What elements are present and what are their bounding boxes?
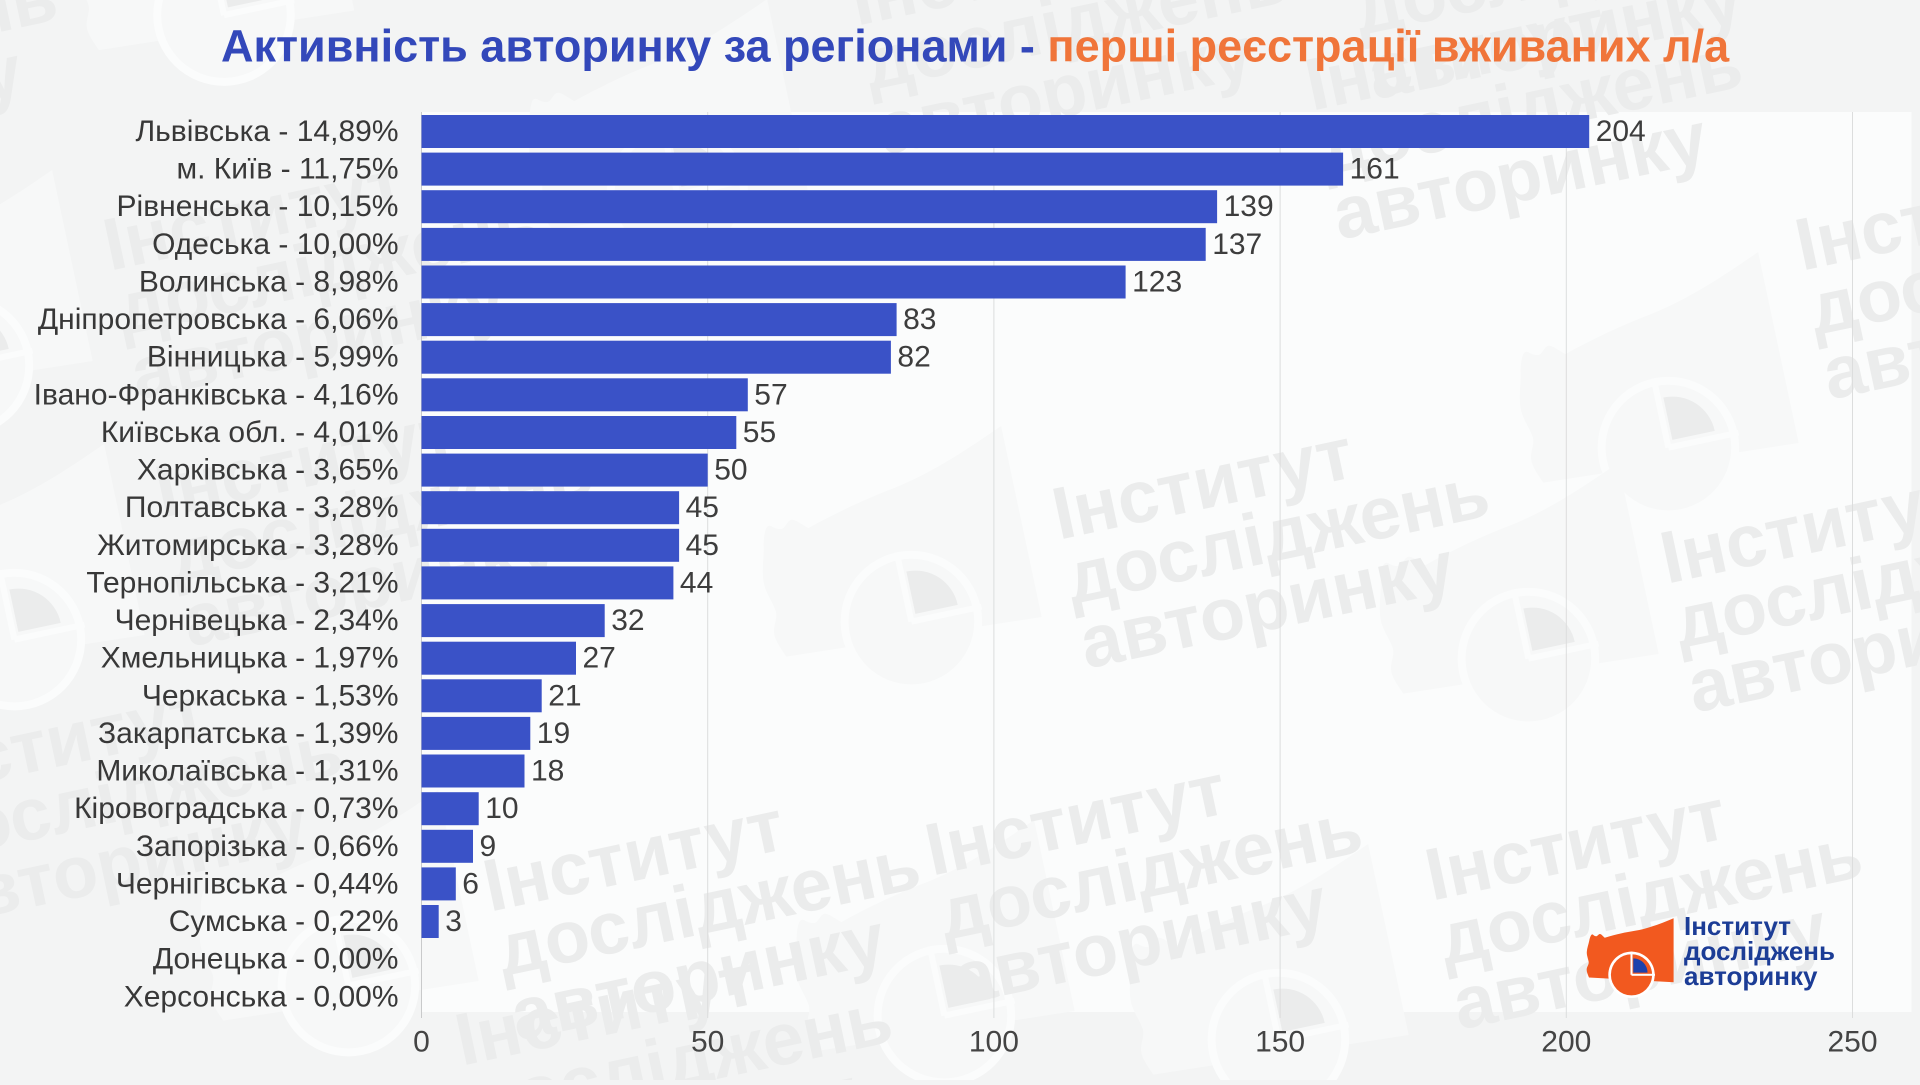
svg-text:Хмельницька - 1,97%: Хмельницька - 1,97% (101, 642, 399, 675)
svg-text:50: 50 (714, 454, 747, 487)
svg-text:Чернігівська - 0,44%: Чернігівська - 0,44% (116, 867, 399, 900)
svg-text:Київська обл. - 4,01%: Київська обл. - 4,01% (101, 416, 399, 449)
svg-text:Миколаївська - 1,31%: Миколаївська - 1,31% (96, 755, 398, 788)
svg-text:Закарпатська - 1,39%: Закарпатська - 1,39% (98, 717, 398, 750)
svg-text:44: 44 (680, 566, 713, 599)
svg-text:27: 27 (583, 642, 616, 675)
svg-text:150: 150 (1255, 1026, 1305, 1059)
svg-text:Львівська - 14,89%: Львівська - 14,89% (135, 115, 398, 148)
svg-text:Вінницька - 5,99%: Вінницька - 5,99% (147, 341, 399, 374)
svg-text:200: 200 (1541, 1026, 1591, 1059)
svg-text:Волинська - 8,98%: Волинська - 8,98% (139, 266, 399, 299)
svg-text:Херсонська - 0,00%: Херсонська - 0,00% (124, 980, 399, 1013)
svg-text:авторинку: авторинку (1684, 961, 1818, 991)
svg-text:19: 19 (537, 717, 570, 750)
svg-text:м. Київ - 11,75%: м. Київ - 11,75% (177, 153, 399, 186)
svg-text:досліджень: досліджень (1684, 936, 1835, 966)
svg-text:0: 0 (413, 1026, 430, 1059)
svg-text:50: 50 (691, 1026, 724, 1059)
svg-text:204: 204 (1596, 115, 1646, 148)
svg-text:10: 10 (485, 792, 518, 825)
svg-text:6: 6 (462, 867, 479, 900)
svg-text:161: 161 (1350, 153, 1400, 186)
svg-text:83: 83 (903, 303, 936, 336)
svg-text:Полтавська - 3,28%: Полтавська - 3,28% (125, 491, 399, 524)
svg-text:55: 55 (743, 416, 776, 449)
svg-text:32: 32 (611, 604, 644, 637)
svg-text:57: 57 (754, 378, 787, 411)
svg-text:21: 21 (548, 679, 581, 712)
svg-text:Тернопільська - 3,21%: Тернопільська - 3,21% (86, 566, 398, 599)
svg-text:3: 3 (445, 905, 462, 938)
svg-text:137: 137 (1212, 228, 1262, 261)
svg-text:Черкаська - 1,53%: Черкаська - 1,53% (142, 679, 399, 712)
svg-text:Одеська - 10,00%: Одеська - 10,00% (152, 228, 398, 261)
svg-text:100: 100 (969, 1026, 1019, 1059)
svg-text:Інститут: Інститут (1684, 911, 1791, 941)
svg-text:18: 18 (531, 755, 564, 788)
svg-text:Дніпропетровська - 6,06%: Дніпропетровська - 6,06% (38, 303, 399, 336)
svg-text:250: 250 (1827, 1026, 1877, 1059)
svg-text:139: 139 (1224, 190, 1274, 223)
svg-text:82: 82 (897, 341, 930, 374)
svg-text:Харківська - 3,65%: Харківська - 3,65% (137, 454, 399, 487)
svg-text:123: 123 (1132, 266, 1182, 299)
svg-text:Сумська - 0,22%: Сумська - 0,22% (169, 905, 399, 938)
svg-text:Рівненська - 10,15%: Рівненська - 10,15% (117, 190, 399, 223)
svg-text:Кіровоградська - 0,73%: Кіровоградська - 0,73% (74, 792, 398, 825)
svg-text:Активність авторинку за регіон: Активність авторинку за регіонами - перш… (221, 21, 1730, 72)
svg-text:Чернівецька - 2,34%: Чернівецька - 2,34% (115, 604, 399, 637)
svg-text:Житомирська - 3,28%: Житомирська - 3,28% (97, 529, 398, 562)
svg-text:Івано-Франківська - 4,16%: Івано-Франківська - 4,16% (34, 378, 399, 411)
svg-text:Запорізька - 0,66%: Запорізька - 0,66% (136, 830, 399, 863)
svg-text:45: 45 (686, 491, 719, 524)
svg-text:9: 9 (480, 830, 497, 863)
svg-text:45: 45 (686, 529, 719, 562)
svg-text:Донецька - 0,00%: Донецька - 0,00% (153, 943, 399, 976)
